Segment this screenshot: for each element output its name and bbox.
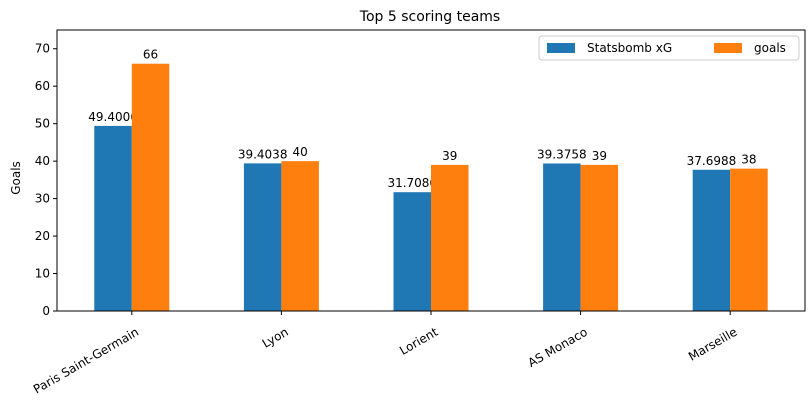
bar-statsbomb-xg-0 xyxy=(94,125,132,311)
bar-goals-3 xyxy=(580,164,619,311)
legend-label: Statsbomb xG xyxy=(587,41,672,55)
y-tick-label: 20 xyxy=(35,229,50,243)
data-label: 66 xyxy=(143,48,158,62)
bar-statsbomb-xg-4 xyxy=(692,169,731,311)
bar-statsbomb-xg-3 xyxy=(543,163,581,311)
x-tick-label: Lyon xyxy=(260,325,291,351)
y-axis-label: Goals xyxy=(9,161,23,195)
x-tick-label: Marseille xyxy=(686,325,739,364)
data-label: 39 xyxy=(592,149,607,163)
data-label: 37.6988 xyxy=(687,154,737,168)
bar-statsbomb-xg-1 xyxy=(243,163,282,311)
legend: Statsbomb xG goals xyxy=(538,35,800,61)
bar-goals-0 xyxy=(131,63,170,311)
data-label: 38 xyxy=(741,153,756,167)
legend-label: goals xyxy=(754,41,786,55)
y-tick-label: 60 xyxy=(35,79,50,93)
x-tick-label: Paris Saint-Germain xyxy=(31,325,141,397)
data-label: 40 xyxy=(293,145,308,159)
data-label: 39 xyxy=(442,149,457,163)
y-tick-label: 30 xyxy=(35,192,50,206)
plot-area: 49.4006 66 Paris Saint-Germain 39.4038 40 Lyo… xyxy=(31,29,806,397)
x-tick-label: Lorient xyxy=(397,325,440,358)
legend-box xyxy=(538,35,800,61)
data-label: 39.4038 xyxy=(238,147,288,161)
data-label: 39.3758 xyxy=(537,147,587,161)
x-tick-label: AS Monaco xyxy=(526,325,590,370)
legend-swatch xyxy=(547,43,575,53)
chart-title: Top 5 scoring teams xyxy=(359,9,500,25)
y-tick-label: 10 xyxy=(35,267,50,281)
y-tick-label: 0 xyxy=(42,304,50,318)
bar-goals-4 xyxy=(730,168,768,311)
y-tick-label: 50 xyxy=(35,117,50,131)
bar-goals-2 xyxy=(431,164,469,311)
y-tick-label: 70 xyxy=(35,42,50,56)
axes-frame xyxy=(56,29,806,312)
bar-statsbomb-xg-2 xyxy=(393,192,431,311)
legend-swatch xyxy=(714,43,742,53)
data-label: 31.7086 xyxy=(387,176,437,190)
y-tick-label: 40 xyxy=(35,154,50,168)
bar-goals-1 xyxy=(281,161,319,311)
data-label: 49.4006 xyxy=(88,110,138,124)
